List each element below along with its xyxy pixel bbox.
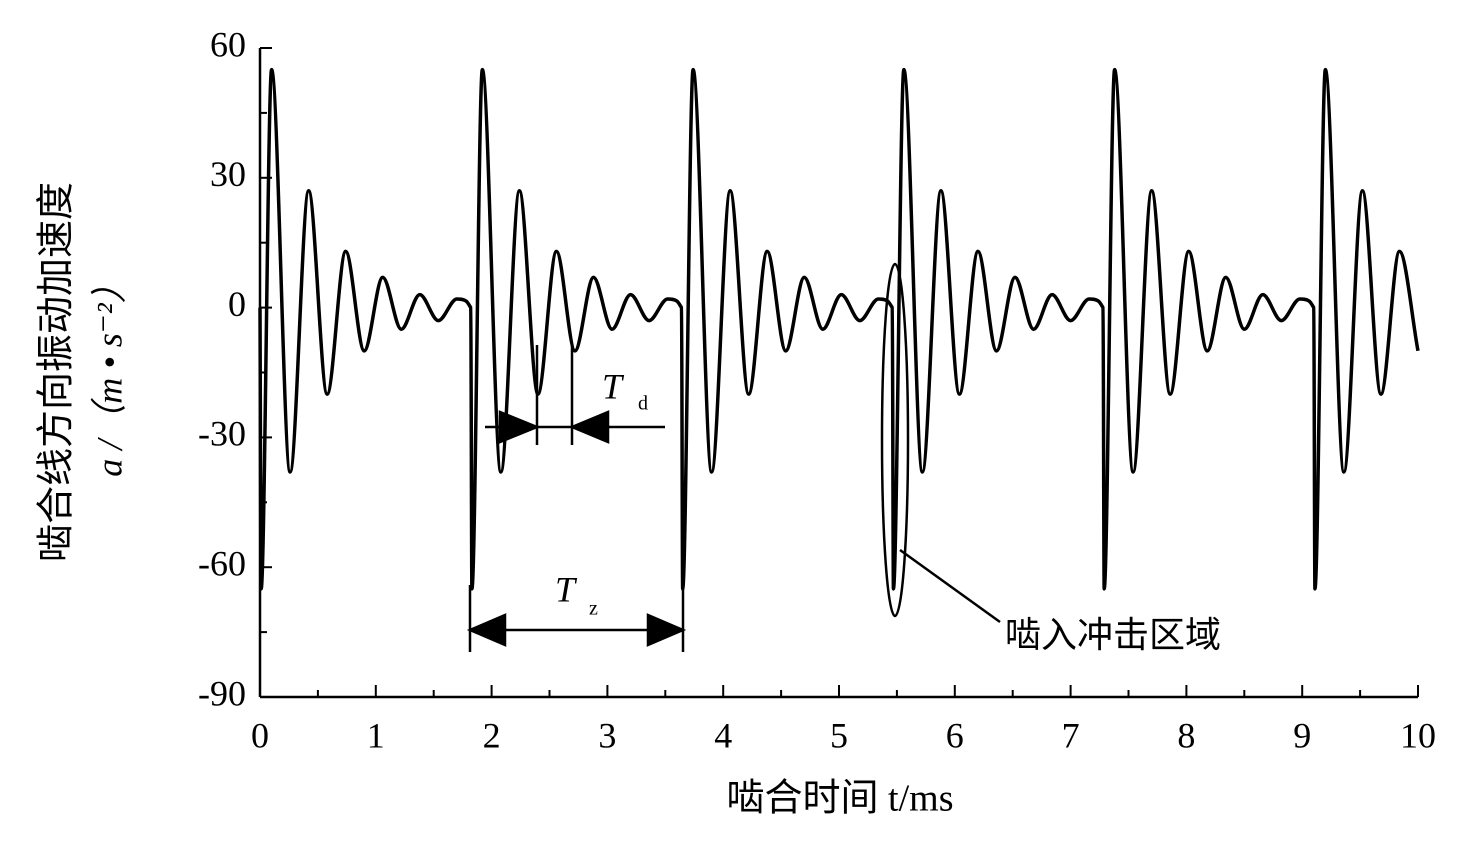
impact-label: 啮入冲击区域 xyxy=(1005,615,1221,656)
y-tick-label: 30 xyxy=(210,154,246,194)
x-tick-label: 5 xyxy=(830,715,848,755)
leader-line xyxy=(899,548,1001,624)
x-tick-label: 8 xyxy=(1177,715,1195,755)
tz-label: T xyxy=(555,569,578,609)
tz-subscript: z xyxy=(589,598,598,620)
x-tick-label: 4 xyxy=(714,715,732,755)
data-line xyxy=(258,67,1420,591)
x-tick-label: 1 xyxy=(367,715,385,755)
x-axis-label: 啮合时间 t/ms xyxy=(727,778,954,820)
y-tick-label: 60 xyxy=(210,24,246,64)
x-tick-label: 0 xyxy=(251,715,269,755)
td-subscript: d xyxy=(638,393,648,415)
arrowhead xyxy=(466,613,507,647)
td-annotation xyxy=(485,345,665,445)
tz-annotation xyxy=(466,585,687,652)
x-tick-label: 2 xyxy=(483,715,501,755)
x-tick-label: 3 xyxy=(598,715,616,755)
impact-ellipse xyxy=(880,262,910,618)
arrowhead xyxy=(568,410,610,444)
y-tick-label: -90 xyxy=(198,673,246,713)
x-tick-label: 6 xyxy=(946,715,964,755)
y-tick-label: -60 xyxy=(198,543,246,583)
y-axis-label: 啮合线方向振动加速度 xyxy=(34,182,78,562)
arrowhead xyxy=(646,613,687,647)
y-axis-label: a /（m • s⁻²） xyxy=(89,267,129,476)
td-label: T xyxy=(602,366,625,406)
x-tick-label: 7 xyxy=(1062,715,1080,755)
y-tick-label: 0 xyxy=(228,284,246,324)
x-tick-label: 9 xyxy=(1293,715,1311,755)
x-tick-label: 10 xyxy=(1400,715,1436,755)
arrowhead xyxy=(498,410,541,444)
y-tick-label: -30 xyxy=(198,414,246,454)
